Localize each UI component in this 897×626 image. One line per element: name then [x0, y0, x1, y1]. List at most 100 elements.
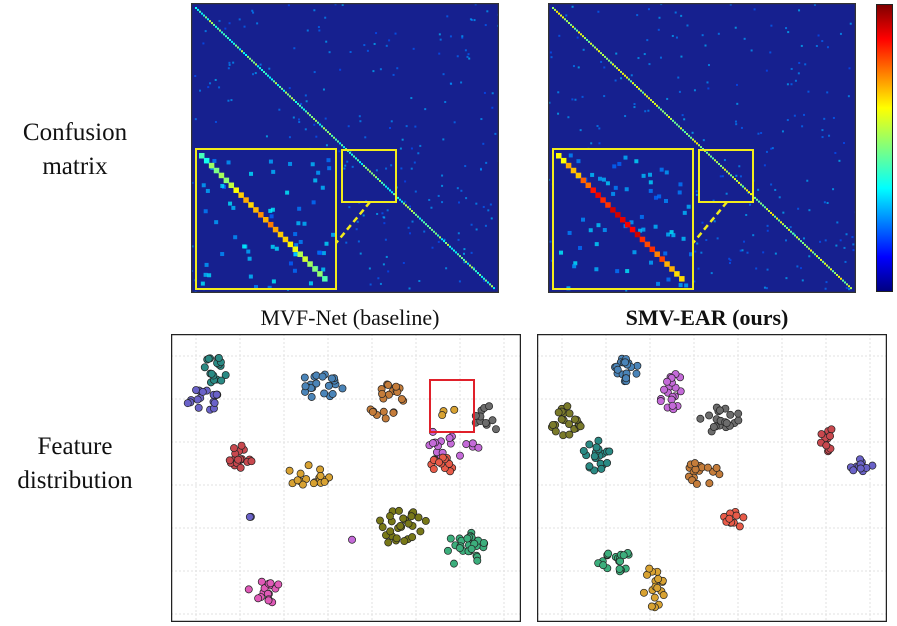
matrix-cell [381, 212, 384, 215]
zoom-inset-diagonal-cell [679, 276, 685, 282]
matrix-diagonal-cell [842, 279, 844, 282]
zoom-inset-cell [242, 244, 247, 249]
matrix-cell [752, 234, 755, 237]
zoom-inset-diagonal-cell [272, 226, 279, 233]
matrix-diagonal-cell [710, 155, 712, 158]
feature-point [579, 446, 588, 455]
matrix-cell [647, 109, 650, 112]
matrix-diagonal-cell [792, 232, 794, 235]
matrix-diagonal-cell [399, 198, 401, 201]
feature-point [709, 422, 718, 431]
matrix-cell [385, 167, 388, 170]
matrix-cell [467, 53, 470, 56]
matrix-cell [385, 255, 388, 258]
feature-point [446, 534, 455, 543]
zoom-connector [335, 201, 371, 244]
matrix-diagonal-cell [840, 277, 842, 280]
zoom-inset-cell [594, 242, 599, 247]
matrix-diagonal-cell [361, 163, 363, 166]
matrix-cell [725, 192, 728, 195]
feature-point [381, 414, 390, 423]
matrix-diagonal-cell [832, 270, 834, 273]
matrix-cell [437, 240, 440, 243]
scatter-background [537, 334, 887, 622]
feature-point [200, 363, 209, 372]
caption-baseline: MVF-Net (baseline) [260, 305, 440, 330]
zoom-inset-diagonal-cell [307, 261, 313, 267]
matrix-cell [581, 95, 584, 98]
matrix-diagonal-cell [774, 215, 776, 218]
matrix-cell [394, 32, 397, 35]
matrix-diagonal-cell [712, 157, 714, 160]
matrix-diagonal-cell [423, 221, 425, 224]
matrix-cell [817, 34, 820, 37]
matrix-diagonal-cell [764, 206, 766, 209]
zoom-inset-cell [270, 244, 275, 249]
feature-point [307, 393, 316, 401]
zoom-inset-cell [310, 162, 315, 167]
matrix-diagonal-cell [734, 178, 736, 181]
matrix-diagonal-cell [199, 10, 201, 13]
matrix-cell [409, 205, 412, 208]
matrix-cell [383, 222, 386, 225]
matrix-diagonal-cell [558, 12, 560, 15]
matrix-cell [845, 233, 848, 236]
matrix-cell [345, 241, 348, 244]
matrix-border [191, 3, 499, 293]
matrix-cell [819, 240, 822, 243]
matrix-cell [473, 19, 476, 22]
matrix-diagonal-cell [303, 108, 305, 111]
matrix-diagonal-cell [201, 12, 203, 15]
zoom-inset-cell [231, 205, 236, 210]
matrix-cell [603, 66, 606, 69]
zoom-inset-cell [270, 207, 275, 212]
feature-point [668, 401, 677, 410]
matrix-cell [357, 240, 360, 243]
matrix-cell [782, 211, 785, 214]
matrix-cell [292, 116, 295, 119]
feature-point [257, 577, 266, 586]
matrix-cell [770, 147, 773, 150]
matrix-diagonal-cell [255, 63, 257, 66]
matrix-cell [424, 108, 427, 111]
zoom-inset-diagonal-cell [263, 217, 269, 223]
feature-point [735, 522, 744, 531]
matrix-cell [390, 120, 393, 123]
matrix-diagonal-cell [375, 176, 377, 179]
feature-point [554, 408, 563, 417]
matrix-diagonal-cell [690, 136, 692, 139]
matrix-diagonal-cell [487, 281, 489, 284]
matrix-cell [824, 239, 827, 242]
matrix-diagonal-cell [654, 102, 656, 105]
matrix-diagonal-cell [319, 123, 321, 126]
matrix-cell [410, 147, 413, 150]
matrix-diagonal-cell [467, 262, 469, 265]
matrix-cell [375, 32, 378, 35]
matrix-diagonal-cell [598, 50, 600, 53]
matrix-cell [456, 187, 459, 190]
matrix-diagonal-cell [285, 91, 287, 94]
feature-point [732, 511, 741, 520]
matrix-cell [288, 136, 291, 139]
matrix-diagonal-cell [646, 95, 648, 98]
matrix-cell [844, 260, 847, 263]
feature-point [193, 395, 202, 404]
feature-point [300, 373, 309, 382]
feature-point [705, 479, 714, 488]
matrix-cell [438, 52, 441, 55]
matrix-diagonal-cell [415, 213, 417, 216]
matrix-diagonal-cell [279, 85, 281, 88]
matrix-diagonal-cell [413, 211, 415, 214]
feature-point [690, 459, 699, 468]
feature-point [826, 432, 835, 441]
feature-point [444, 546, 452, 555]
matrix-cell [343, 167, 346, 170]
zoom-inset-diagonal-cell [629, 226, 636, 233]
matrix-cell [845, 286, 848, 289]
matrix-cell [430, 206, 433, 209]
feature-point [318, 372, 327, 381]
feature-point [244, 585, 253, 594]
feature-point [328, 390, 337, 398]
matrix-diagonal-cell [802, 242, 804, 244]
matrix-cell [305, 100, 308, 103]
